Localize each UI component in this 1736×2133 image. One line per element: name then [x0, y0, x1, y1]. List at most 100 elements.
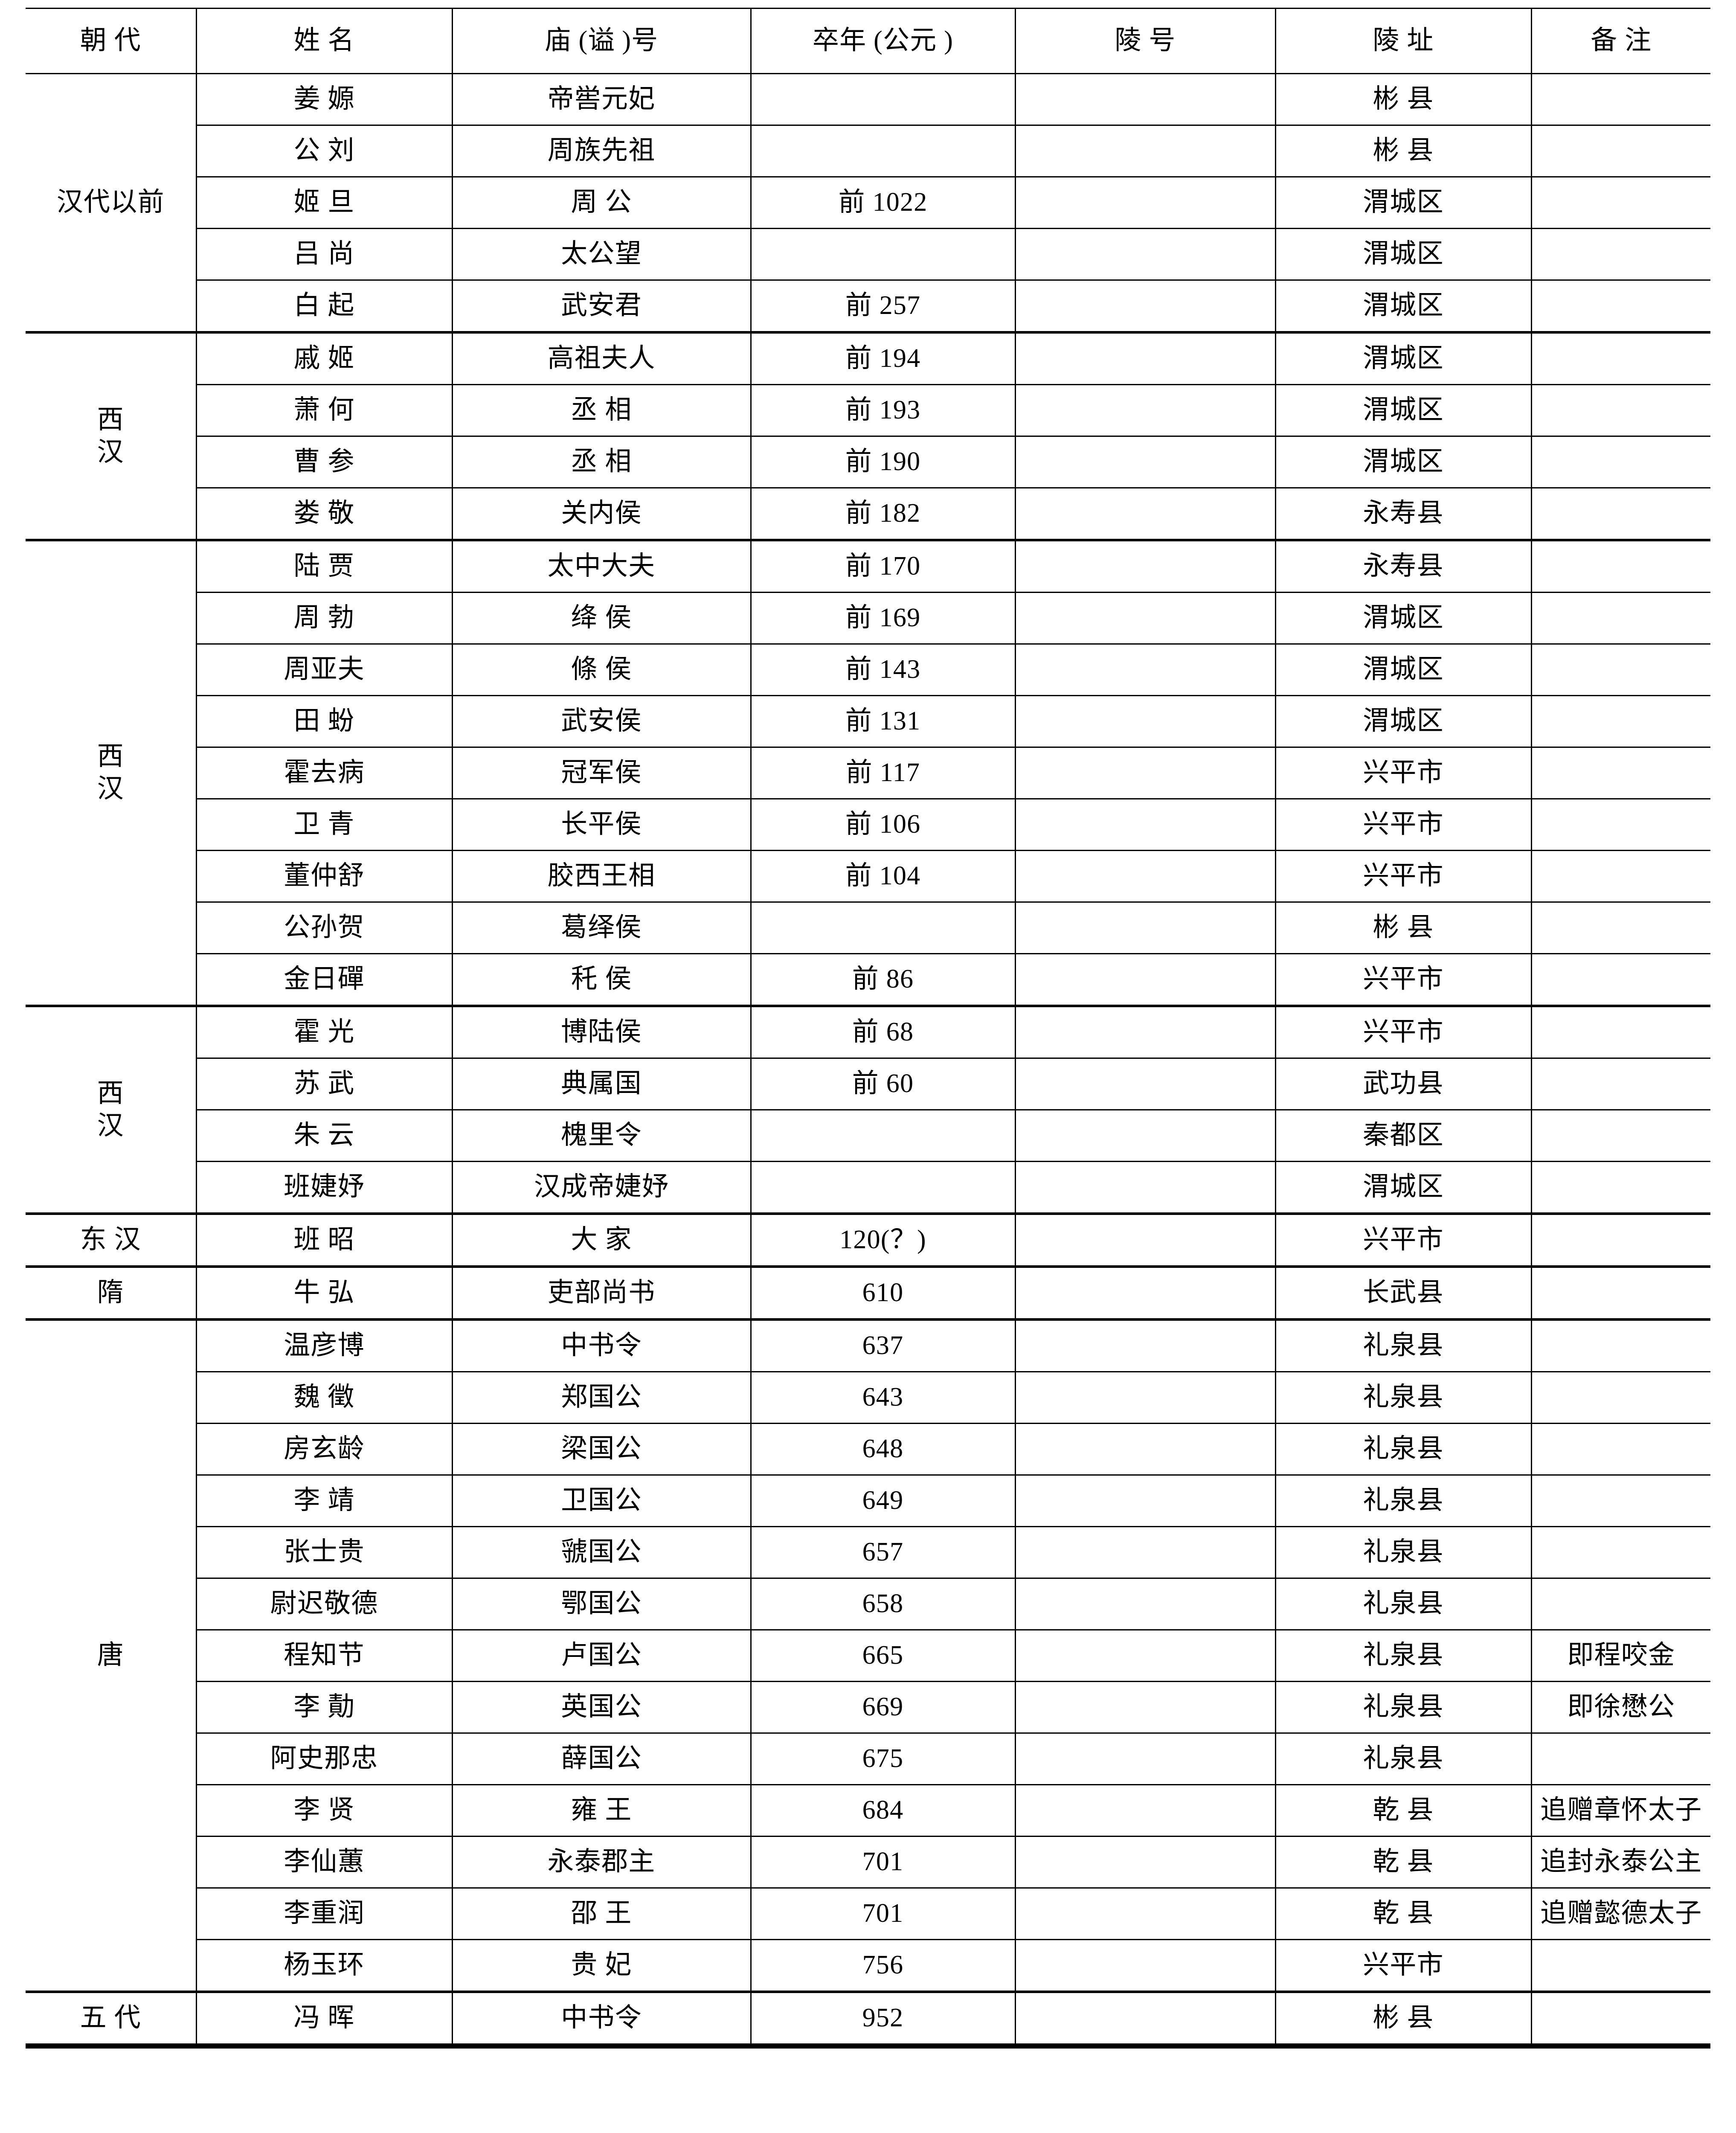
death-year-cell: 前 190	[750, 436, 1016, 488]
table-row: 阿史那忠 薛国公 675 礼泉县	[26, 1732, 1710, 1785]
remark-cell	[1530, 1161, 1710, 1215]
mausoleum-site-cell: 长武县	[1274, 1265, 1532, 1320]
mausoleum-name-cell	[1014, 1681, 1276, 1734]
name-cell: 阿史那忠	[196, 1732, 453, 1785]
temple-title-cell: 太公望	[451, 228, 752, 281]
mausoleum-site-cell: 兴平市	[1274, 1005, 1532, 1059]
table-row: 李 勣英国公 669 礼泉县 即徐懋公	[26, 1681, 1710, 1734]
mausoleum-site-cell: 彬 县	[1274, 1991, 1532, 2049]
name-cell: 李仙蕙	[196, 1836, 453, 1889]
death-year-cell: 前 143	[750, 643, 1016, 696]
mausoleum-site-cell: 武功县	[1274, 1058, 1532, 1110]
death-year-cell: 658	[750, 1578, 1016, 1630]
name-cell: 班 昭	[195, 1212, 453, 1267]
table-row: 汉代以前姜 嫄帝喾元妃彬 县	[26, 73, 1710, 333]
remark-cell	[1530, 1732, 1710, 1785]
temple-title-cell: 中书令	[451, 1318, 752, 1372]
remark-cell: 追赠章怀太子	[1530, 1784, 1710, 1837]
name-cell: 陆 贾	[195, 539, 453, 593]
mausoleum-name-cell	[1014, 592, 1276, 645]
mausoleum-name-cell	[1014, 1423, 1276, 1476]
death-year-cell: 756	[750, 1939, 1016, 1993]
mausoleum-name-cell	[1014, 279, 1276, 333]
temple-title-cell: 鄂国公	[451, 1578, 752, 1630]
name-cell: 卫 青	[196, 798, 453, 851]
page-sheet: 朝 代 姓 名 庙 (谥 )号 卒年 (公元 ) 陵 号 陵 址 备 注 汉代以…	[0, 8, 1736, 2133]
temple-title-cell: 卢国公	[451, 1629, 752, 1682]
mausoleum-site-cell: 兴平市	[1274, 798, 1532, 851]
name-cell: 冯 晖	[195, 1991, 453, 2049]
mausoleum-name-cell	[1014, 953, 1276, 1007]
mausoleum-name-cell	[1014, 1526, 1276, 1579]
table-row: 西 汉 霍 光博陆侯前 68 兴平市	[26, 1005, 1710, 1215]
remark-cell	[1530, 1526, 1710, 1579]
table-row: 田 蚡武安侯前 131 渭城区	[26, 695, 1710, 748]
death-year-cell: 前 68	[750, 1005, 1016, 1059]
mausoleum-site-cell: 乾 县	[1274, 1887, 1532, 1940]
name-cell: 张士贵	[196, 1526, 453, 1579]
temple-title-cell: 中书令	[451, 1991, 752, 2049]
temple-title-cell: 薛国公	[451, 1732, 752, 1785]
table-row: 曹 参丞 相前 190 渭城区	[26, 436, 1710, 488]
death-year-cell: 643	[750, 1371, 1016, 1424]
mausoleum-name-cell	[1014, 487, 1276, 541]
death-year-cell: 前 1022	[750, 176, 1016, 229]
name-cell: 李 靖	[196, 1474, 453, 1527]
dynasty-cell: 东 汉	[26, 1212, 197, 1267]
name-cell: 牛 弘	[195, 1265, 453, 1320]
remark-cell	[1530, 176, 1710, 229]
table-row: 程知节 卢国公 665 礼泉县 即程咬金	[26, 1629, 1710, 1682]
mausoleum-site-cell: 礼泉县	[1274, 1732, 1532, 1785]
temple-title-cell: 郑国公	[451, 1371, 752, 1424]
mausoleum-name-cell	[1014, 1109, 1276, 1162]
name-cell: 李重润	[196, 1887, 453, 1940]
dynasty-cell: 汉代以前	[26, 73, 197, 333]
temple-title-cell: 绛 侯	[451, 592, 752, 645]
table-row: 周亚夫條 侯前 143 渭城区	[26, 643, 1710, 696]
mausoleum-name-cell	[1014, 1784, 1276, 1837]
dynasty-cell: 西 汉	[26, 1005, 197, 1215]
mausoleum-name-cell	[1014, 176, 1276, 229]
mausoleum-site-cell: 礼泉县	[1274, 1318, 1532, 1372]
mausoleum-name-cell	[1014, 1991, 1276, 2049]
temple-title-cell: 博陆侯	[451, 1005, 752, 1059]
death-year-cell: 前 117	[750, 747, 1016, 799]
table-row: 萧 何丞 相前 193 渭城区	[26, 384, 1710, 437]
table-row: 隋 牛 弘吏部尚书 610 长武县	[26, 1265, 1710, 1320]
dynasty-cell: 唐	[26, 1318, 197, 1993]
temple-title-cell: 雍 王	[451, 1784, 752, 1837]
remark-cell	[1530, 125, 1710, 177]
death-year-cell: 前 182	[750, 487, 1016, 541]
remark-cell	[1530, 1265, 1710, 1320]
death-year-cell: 120(？)	[750, 1212, 1016, 1267]
dynasty-label: 唐	[97, 1641, 124, 1670]
remark-cell: 追封永泰公主	[1530, 1836, 1710, 1889]
remark-cell	[1530, 1939, 1710, 1993]
table-row: 西 汉 陆 贾太中大夫前 170 永寿县	[26, 539, 1710, 1007]
name-cell: 姜 嫄	[195, 73, 453, 126]
remark-cell	[1530, 643, 1710, 696]
table-body: 汉代以前姜 嫄帝喾元妃彬 县公 刘周族先祖彬 县姬 旦周 公前 1022 渭城区吕…	[26, 73, 1710, 2049]
table-row: 西 汉 戚 姬高祖夫人前 194 渭城区	[26, 331, 1710, 541]
table-row: 张士贵 虢国公 657 礼泉县	[26, 1526, 1710, 1579]
name-cell: 白 起	[196, 279, 453, 333]
remark-cell	[1530, 1109, 1710, 1162]
temple-title-cell: 大 家	[451, 1212, 752, 1267]
table-row: 白 起武安君前 257 渭城区	[26, 279, 1710, 333]
remark-cell	[1530, 539, 1710, 593]
death-year-cell	[750, 901, 1016, 954]
name-cell: 姬 旦	[196, 176, 453, 229]
mausoleum-site-cell: 礼泉县	[1274, 1526, 1532, 1579]
temple-title-cell: 槐里令	[451, 1109, 752, 1162]
dynasty-label: 东 汉	[80, 1225, 141, 1255]
remark-cell	[1530, 228, 1710, 281]
table-row: 李重润邵 王 701 乾 县追赠懿德太子	[26, 1887, 1710, 1940]
death-year-cell: 701	[750, 1887, 1016, 1940]
table-header: 朝 代 姓 名 庙 (谥 )号 卒年 (公元 ) 陵 号 陵 址 备 注	[26, 8, 1710, 74]
remark-cell: 追赠懿德太子	[1530, 1887, 1710, 1940]
table-row: 李 贤雍 王 684 乾 县追赠章怀太子	[26, 1784, 1710, 1837]
death-year-cell	[750, 73, 1016, 126]
death-year-cell: 前 104	[750, 850, 1016, 903]
remark-cell: 即徐懋公	[1530, 1681, 1710, 1734]
mausoleum-name-cell	[1014, 1887, 1276, 1940]
